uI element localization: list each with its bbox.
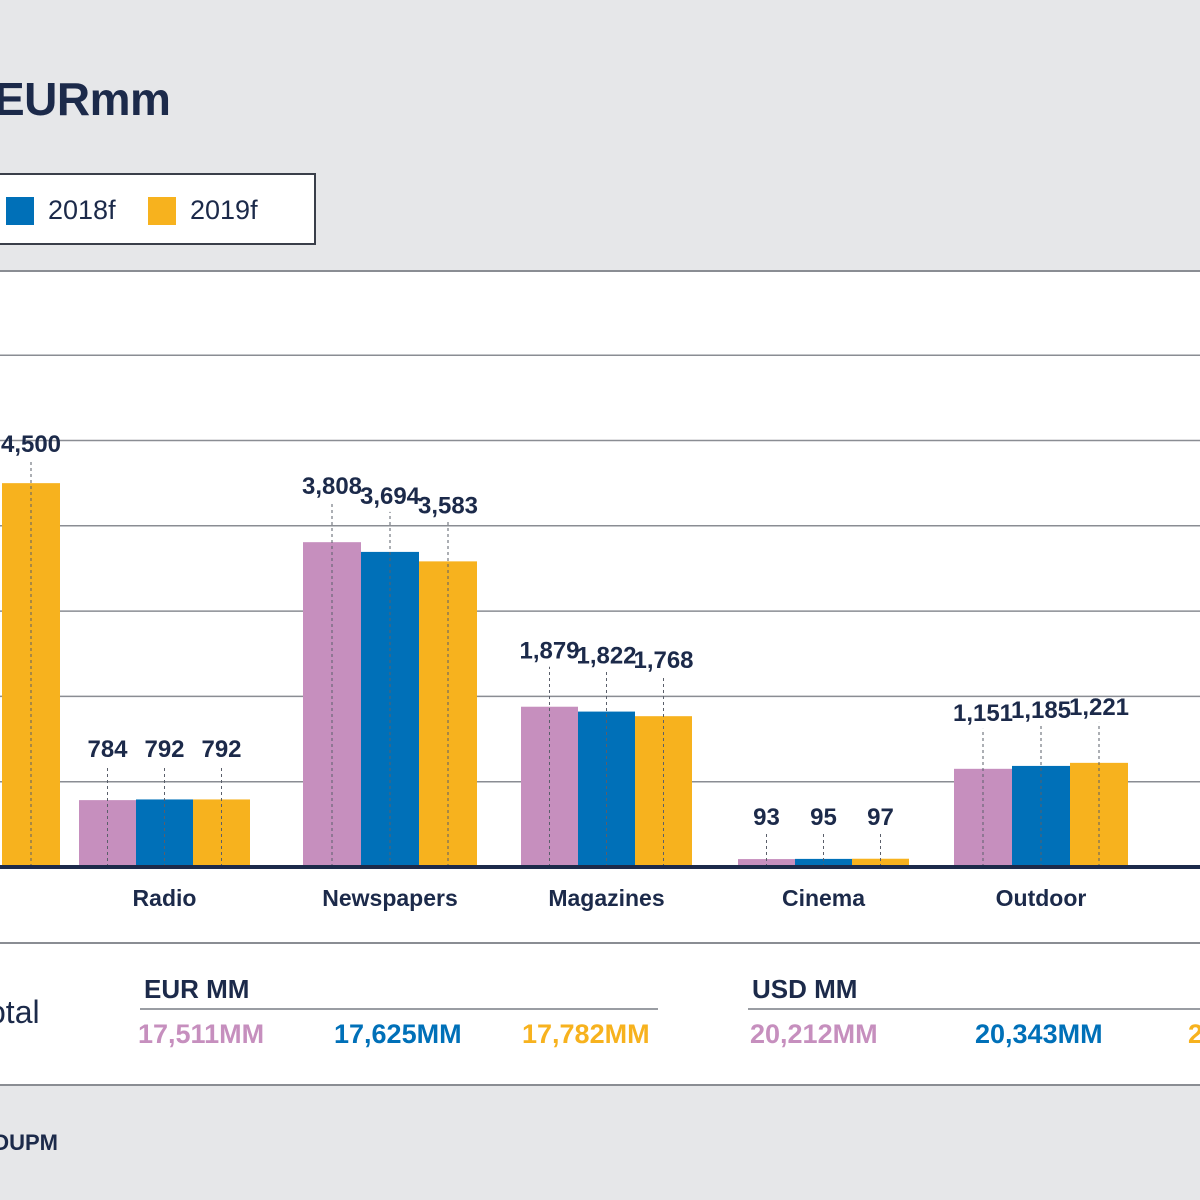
data-label: 1,185 [1011, 697, 1071, 724]
legend-label-2018f: 2018f [48, 195, 116, 225]
totals-label: otal [0, 994, 40, 1030]
legend-label-2019f: 2019f [190, 195, 258, 225]
eur-total-1: 17,511MM [138, 1019, 265, 1049]
category-label: Newspapers [322, 885, 458, 911]
data-label: 792 [201, 736, 241, 763]
bar-cinema-s2 [852, 858, 909, 867]
category-label: Cinema [782, 885, 865, 911]
eur-total-3: 17,782MM [522, 1019, 650, 1049]
eur-total-2: 17,625MM [334, 1019, 462, 1049]
usd-total-2: 20,343MM [975, 1019, 1103, 1049]
data-label: 95 [810, 804, 837, 831]
bar-radio-s2 [193, 799, 250, 867]
legend-swatch-2018f [6, 196, 34, 225]
data-label: 93 [753, 804, 780, 831]
bar-cinema-s1 [795, 858, 852, 867]
data-label: 1,822 [576, 643, 636, 670]
usd-total-1: 20,212MM [750, 1019, 878, 1049]
data-label: 792 [144, 736, 184, 763]
eur-heading: EUR MM [144, 974, 250, 1004]
chart-title: EURmm [0, 73, 171, 125]
data-label: 3,583 [418, 492, 478, 519]
usd-total-3: 2 [1188, 1019, 1200, 1049]
data-label: 1,879 [519, 638, 579, 665]
data-label: 4,500 [1, 431, 61, 458]
source-label: OUPM [0, 1130, 58, 1155]
bar-outdoor-s2 [1070, 762, 1128, 867]
usd-divider [748, 1008, 1200, 1010]
legend: 2018f 2019f [0, 173, 316, 245]
category-label: Radio [133, 885, 197, 911]
data-label: 1,221 [1069, 694, 1129, 721]
data-label: 784 [87, 736, 128, 763]
legend-item-2018f: 2018f [6, 195, 116, 226]
legend-item-2019f: 2019f [148, 195, 258, 226]
bar-cinema-s0 [738, 859, 795, 867]
data-label: 1,768 [633, 647, 693, 674]
data-label: 3,808 [302, 473, 362, 500]
bar-radio-s1 [136, 799, 193, 867]
eur-divider [140, 1008, 658, 1010]
data-label: 1,151 [953, 700, 1013, 727]
legend-swatch-2019f [148, 196, 176, 225]
category-label: Outdoor [996, 885, 1087, 911]
data-label: 3,694 [360, 483, 421, 510]
category-label: Magazines [548, 885, 664, 911]
usd-heading: USD MM [752, 974, 858, 1004]
data-label: 97 [867, 804, 894, 831]
totals-panel: otal EUR MM 17,511MM 17,625MM 17,782MM U… [0, 944, 1200, 1086]
